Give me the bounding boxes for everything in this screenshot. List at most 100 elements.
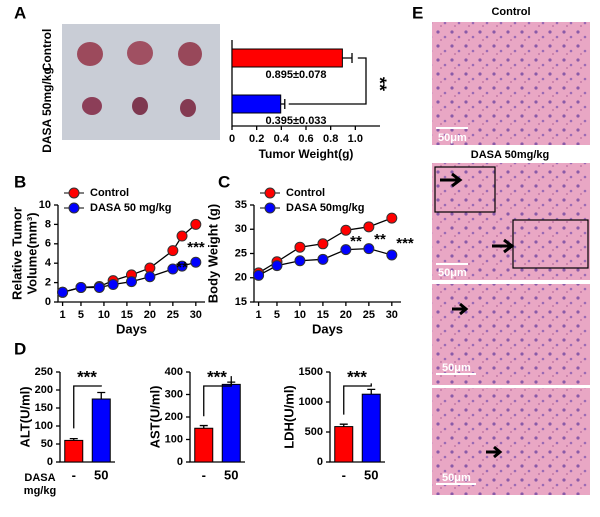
marker xyxy=(386,249,398,261)
marker xyxy=(363,221,375,233)
x-tick-label: 0.2 xyxy=(249,133,264,145)
error-bar xyxy=(367,388,376,395)
y-tick-label: 0 xyxy=(317,456,323,468)
histology xyxy=(432,22,590,495)
y-tick-label: 1000 xyxy=(299,396,323,408)
dasa-label: mg/kg xyxy=(24,485,56,497)
y-tick-label: 50 xyxy=(41,438,53,450)
bar xyxy=(361,393,381,463)
legend-label: DASA 50 mg/kg xyxy=(90,202,172,214)
x-tick-label: - xyxy=(72,467,76,482)
marker xyxy=(176,260,188,272)
x-tick-label: - xyxy=(342,467,346,482)
y-tick-label: 35 xyxy=(235,199,247,211)
y-tick-label: 2 xyxy=(45,277,51,289)
panel-letter: D xyxy=(14,339,26,358)
x-tick-label: - xyxy=(202,467,206,482)
x-tick-label: 15 xyxy=(121,309,133,321)
value-label: 0.395±0.033 xyxy=(265,115,326,127)
legend-label: Control xyxy=(90,187,129,199)
x-tick-label: 0.8 xyxy=(323,133,338,145)
bar xyxy=(334,426,354,463)
y-axis-label: LDH(U/ml) xyxy=(281,385,296,449)
x-tick-label: 25 xyxy=(167,309,179,321)
y-tick-label: 20 xyxy=(235,272,247,284)
x-tick-label: 5 xyxy=(78,309,84,321)
y-tick-label: 0 xyxy=(45,296,51,308)
y-tick-label: 15 xyxy=(235,296,247,308)
y-axis-label: Volume(mm³) xyxy=(24,212,39,294)
y-axis-label: ALT(U/ml) xyxy=(17,386,32,447)
error-bar xyxy=(69,437,78,441)
marker xyxy=(386,212,398,224)
x-axis-label: Days xyxy=(312,321,343,336)
legend-marker xyxy=(68,202,80,214)
marker xyxy=(176,230,188,242)
y-tick-label: 200 xyxy=(35,384,53,396)
y-tick-label: 1500 xyxy=(299,366,323,378)
x-axis-label: Days xyxy=(116,321,147,336)
y-tick-label: 30 xyxy=(235,223,247,235)
y-tick-label: 400 xyxy=(165,366,183,378)
y-tick-label: 250 xyxy=(35,366,53,378)
x-tick-label: 20 xyxy=(340,309,352,321)
scale-label: 50μm xyxy=(438,267,467,279)
scale-label: 50μm xyxy=(442,362,471,374)
y-tick-label: 500 xyxy=(305,426,323,438)
annotation: *** xyxy=(207,367,227,386)
marker xyxy=(317,253,329,265)
scale-label: 50μm xyxy=(438,132,467,144)
x-tick-label: 0.6 xyxy=(298,133,313,145)
y-tick-label: 25 xyxy=(235,247,247,259)
x-tick-label: 20 xyxy=(144,309,156,321)
marker xyxy=(190,256,202,268)
marker xyxy=(271,260,283,272)
annotation: ** xyxy=(369,77,389,91)
error-bar xyxy=(97,391,106,399)
value-label: 0.895±0.078 xyxy=(265,69,326,81)
annotation: ** xyxy=(374,231,386,248)
y-tick-label: 0 xyxy=(47,456,53,468)
bracket xyxy=(343,383,372,415)
marker xyxy=(294,241,306,253)
marker xyxy=(253,269,265,281)
annotation: ** xyxy=(176,259,188,276)
bracket xyxy=(73,385,102,429)
error-bar xyxy=(342,53,353,63)
marker xyxy=(93,281,105,293)
marker xyxy=(75,281,87,293)
y-axis-label: Body Weight (g) xyxy=(205,204,220,303)
x-tick-label: 5 xyxy=(274,309,280,321)
histology-label: DASA 50mg/kg xyxy=(471,149,549,161)
error-bar xyxy=(280,99,286,109)
bar xyxy=(91,398,111,463)
bar xyxy=(221,383,241,463)
x-tick-label: 1 xyxy=(256,309,262,321)
panel-letter: B xyxy=(14,172,26,191)
y-tick-label: 100 xyxy=(165,433,183,445)
bar xyxy=(64,439,84,463)
category-label: DASA 50mg/kg xyxy=(40,67,54,153)
y-axis-label: AST(U/ml) xyxy=(147,386,162,449)
category-label: Control xyxy=(40,29,54,72)
marker xyxy=(190,218,202,230)
x-tick-label: 50 xyxy=(364,467,378,482)
y-tick-label: 10 xyxy=(39,199,51,211)
tumors xyxy=(77,41,202,117)
y-axis-label: Relative Tumor xyxy=(9,207,24,300)
marker xyxy=(144,271,156,283)
x-tick-label: 1.0 xyxy=(348,133,363,145)
y-tick-label: 6 xyxy=(45,238,51,250)
legend-marker xyxy=(264,187,276,199)
panel-letter: E xyxy=(412,3,423,22)
bar xyxy=(194,427,214,463)
x-tick-label: 30 xyxy=(386,309,398,321)
y-tick-label: 0 xyxy=(177,456,183,468)
error-bar xyxy=(199,424,208,429)
x-tick-label: 1 xyxy=(60,309,66,321)
annotation: *** xyxy=(396,235,414,252)
x-axis-label: Tumor Weight(g) xyxy=(259,147,354,161)
marker xyxy=(340,244,352,256)
marker xyxy=(126,276,137,288)
